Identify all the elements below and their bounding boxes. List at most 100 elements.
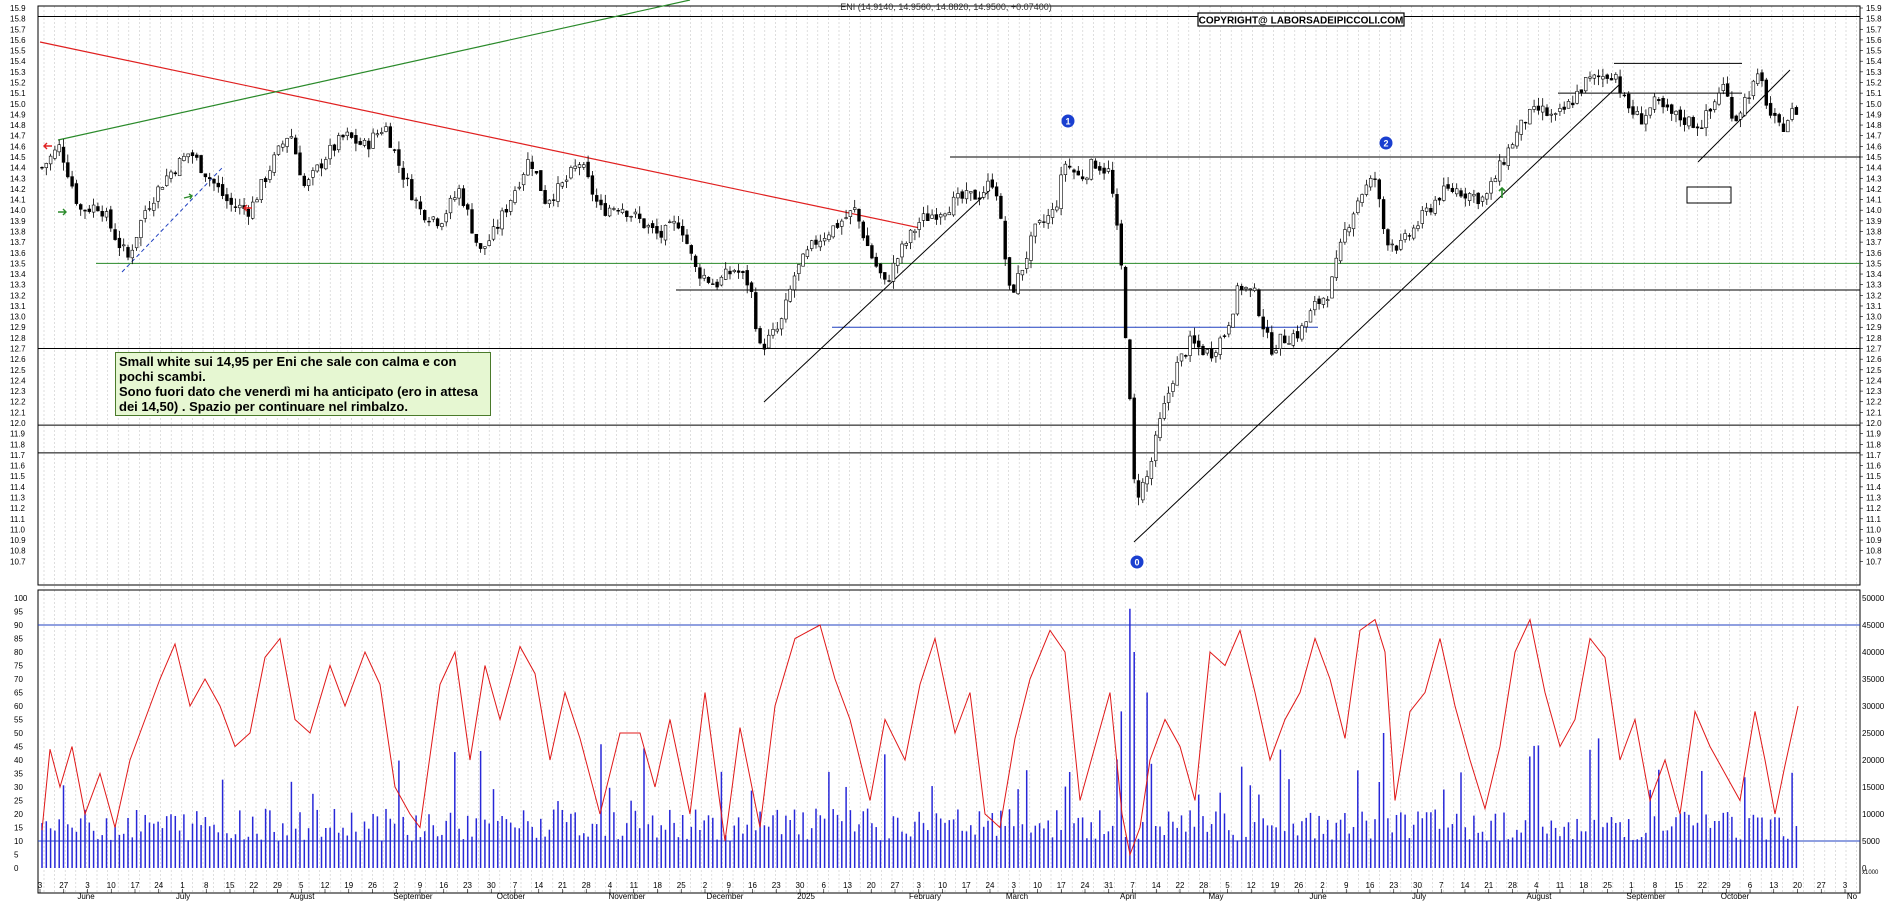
candle xyxy=(208,172,212,187)
candle xyxy=(418,196,423,215)
price-tick-label-left: 11.5 xyxy=(10,472,26,481)
candle xyxy=(1575,84,1579,105)
candle xyxy=(1115,188,1119,231)
indicator-tick-label: 15 xyxy=(14,824,23,833)
candle-body xyxy=(285,138,289,147)
candle-body xyxy=(715,281,719,288)
candle-body xyxy=(642,218,646,229)
price-tick-label-right: 15.0 xyxy=(1866,100,1882,109)
candle xyxy=(766,329,771,350)
candle-body xyxy=(616,210,620,212)
candle xyxy=(861,220,866,241)
candle xyxy=(1244,286,1248,292)
volume-tick-label: 10000 xyxy=(1862,810,1885,819)
candle xyxy=(143,205,147,223)
price-tick-label-right: 13.9 xyxy=(1866,217,1882,226)
month-label: April xyxy=(1120,892,1136,901)
price-tick-label-right: 13.7 xyxy=(1866,238,1882,247)
candle-body xyxy=(1670,104,1674,114)
candle xyxy=(1025,251,1029,274)
date-tick-label: 30 xyxy=(1413,881,1422,890)
candle xyxy=(603,194,608,217)
candle xyxy=(453,191,457,202)
price-tick-label-right: 12.4 xyxy=(1866,376,1882,385)
candle xyxy=(1265,319,1270,339)
candle xyxy=(895,257,900,274)
price-tick-label-right: 14.6 xyxy=(1866,142,1882,151)
date-tick-label: 24 xyxy=(1081,881,1090,890)
date-tick-label: 9 xyxy=(727,881,732,890)
candle xyxy=(349,131,354,139)
candle-body xyxy=(788,288,792,302)
candle xyxy=(251,196,255,220)
candle xyxy=(1360,193,1364,207)
candle xyxy=(1717,87,1721,106)
candle-body xyxy=(1407,235,1412,237)
date-tick-label: 27 xyxy=(891,881,900,890)
trend-lines xyxy=(39,0,1791,543)
candle-body xyxy=(1360,194,1364,203)
candle xyxy=(66,154,70,179)
candle-body xyxy=(461,188,466,206)
month-label: November xyxy=(609,892,646,901)
candle-body xyxy=(534,171,539,174)
date-tick-label: 18 xyxy=(1579,881,1588,890)
candle xyxy=(1214,349,1218,363)
candle xyxy=(448,195,453,220)
candle-body xyxy=(1158,418,1162,438)
candle xyxy=(659,225,663,244)
price-tick-label-left: 11.0 xyxy=(10,525,26,534)
red-resistance-trendline xyxy=(39,41,921,229)
candle-body xyxy=(831,225,835,238)
candle xyxy=(328,138,332,165)
candle-body xyxy=(1644,115,1648,125)
date-tick-label: 10 xyxy=(107,881,116,890)
candle xyxy=(1510,142,1515,149)
candle-body xyxy=(1579,89,1584,93)
candle xyxy=(1313,295,1317,316)
candle xyxy=(1485,192,1489,205)
candle xyxy=(83,209,87,219)
candle xyxy=(1549,109,1554,123)
price-tick-label-left: 13.4 xyxy=(10,270,26,279)
candle-body xyxy=(590,175,595,195)
candle-body xyxy=(1080,176,1085,180)
candle-body xyxy=(113,229,117,240)
candle-body xyxy=(44,163,49,169)
candle-body xyxy=(921,213,926,221)
candle-body xyxy=(306,179,311,186)
candle xyxy=(1209,341,1214,362)
candle-body xyxy=(1037,220,1042,223)
candle-body xyxy=(66,162,70,178)
date-tick-label: 14 xyxy=(534,881,543,890)
candle-body xyxy=(1532,106,1536,110)
date-tick-label: 16 xyxy=(1366,881,1375,890)
date-tick-label: 30 xyxy=(796,881,805,890)
candle-body xyxy=(1747,97,1751,99)
candle xyxy=(160,186,165,190)
candle-body xyxy=(1381,199,1386,230)
candle xyxy=(1437,197,1442,206)
month-label: May xyxy=(1208,892,1223,901)
date-tick-label: 8 xyxy=(204,881,209,890)
candle xyxy=(405,173,410,187)
candle xyxy=(255,197,259,203)
date-tick-label: 8 xyxy=(1653,881,1658,890)
month-label: September xyxy=(393,892,432,901)
candle xyxy=(1541,98,1545,121)
candle xyxy=(1463,187,1468,207)
candle xyxy=(431,216,435,223)
date-tick-label: 28 xyxy=(1199,881,1208,890)
candle-body xyxy=(1523,121,1528,124)
candle xyxy=(1381,196,1386,234)
date-tick-label: 4 xyxy=(608,881,613,890)
price-tick-label-left: 11.9 xyxy=(10,430,26,439)
date-tick-label: 27 xyxy=(59,881,68,890)
candle-body xyxy=(1063,163,1068,176)
candle-body xyxy=(1553,113,1558,115)
candle-body xyxy=(435,218,440,227)
candle-body xyxy=(238,204,242,209)
candle xyxy=(831,225,835,239)
candle-body xyxy=(964,190,969,200)
price-tick-label-right: 11.8 xyxy=(1866,440,1882,449)
